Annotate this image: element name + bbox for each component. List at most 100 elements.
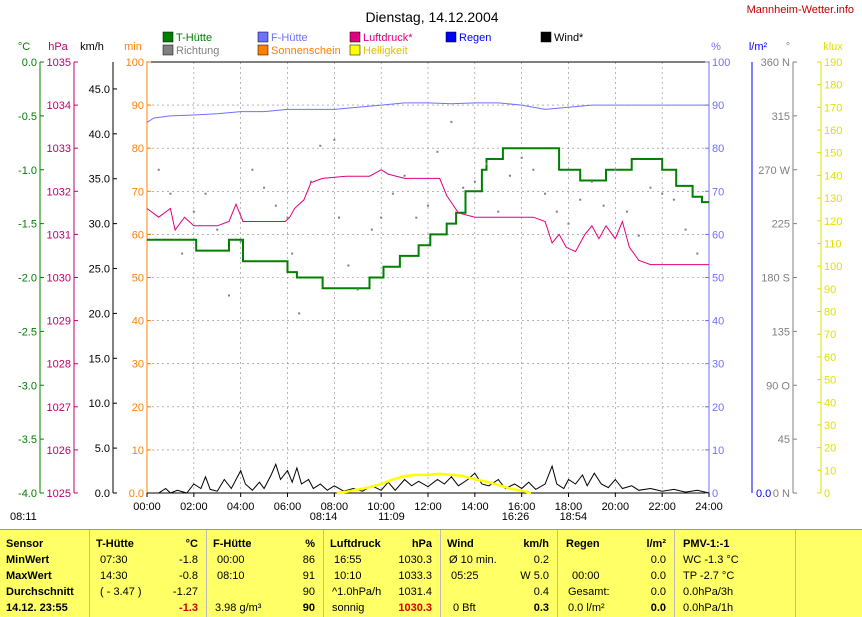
axis-label-sun-9: 10 [132,445,144,457]
summary-table: Sensor MinWert MaxWert Durchschnitt 14.1… [0,529,862,617]
legend-label-6: Sonnenschein [271,45,341,57]
point-Richtung-33 [520,156,523,159]
point-Richtung-18 [347,264,350,267]
t-avg: -1.27 [172,586,198,598]
point-Richtung-8 [251,168,254,171]
axis-unit-temp: °C [18,41,30,53]
legend-label-5: Richtung [176,45,219,57]
axis-label-dir-7: 45 [778,434,790,446]
sun-marker-3: 18:54 [559,511,588,523]
axis-label-hum-3: 70 [712,186,724,198]
legend-swatch-1 [257,31,269,43]
axis-unit-rain: l/m² [749,41,768,53]
axis-label-wind-8: 5.0 [95,443,110,455]
axis-label-lux-19: 0 [824,488,830,500]
axis-label-temp-0: 0.0 [22,57,37,69]
t-min: -1.8 [179,554,198,566]
point-Richtung-7 [239,240,242,243]
point-Richtung-10 [274,204,277,207]
f-max-time: 08:10 [217,570,245,582]
point-Richtung-4 [204,192,207,195]
axis-label-hum-10: 0 [712,488,718,500]
axis-unit-dir: ° [786,41,790,53]
point-Richtung-32 [508,174,511,177]
axis-label-hum-9: 10 [712,445,724,457]
axis-label-pressure-5: 1030 [47,273,71,285]
point-Richtung-19 [356,288,359,291]
x-label-3: 06:00 [274,501,302,513]
w-min: 0.2 [533,554,549,566]
p-min: 1030.3 [398,554,432,566]
row-labels-col: Sensor MinWert MaxWert Durchschnitt 14.1… [0,530,90,617]
point-Richtung-27 [450,120,453,123]
legend-swatch-7 [349,44,361,56]
r-unit: l/m² [646,538,666,550]
source-link[interactable]: Mannheim-Wetter.info [746,4,854,16]
f-min: 86 [302,554,315,566]
axis-headers: °C hPa km/h min% l/m² ° klux [18,41,843,53]
x-label-5: 10:00 [367,501,395,513]
sunrise-time: 08:11 [10,511,37,523]
w-max-time: 05:25 [451,570,479,582]
axis-label-pressure-2: 1033 [47,143,71,155]
row-label-sensor: Sensor [6,538,44,550]
x-label-10: 20:00 [602,501,630,513]
p-unit: hPa [411,538,432,550]
series-line-Helligkeit [336,472,532,495]
w-max: W 5.0 [520,570,549,582]
w-avg-note: Ø 10 min. [449,554,497,566]
axis-unit-pressure: hPa [48,41,68,53]
point-Richtung-0 [157,168,160,171]
col-pmv: PMV-1:-1 WC -1.3 °C TP -2.7 °C 0.0hPa/3h… [675,530,796,617]
axis-label-temp-3: -1.5 [18,219,37,231]
point-Richtung-43 [637,234,640,237]
col-luftdruck: Luftdruck hPa 16:55 1030.3 10:10 1033.3 … [324,530,441,617]
axis-label-dir-2: 270 W [758,165,790,177]
axis-label-sun-7: 30 [132,359,144,371]
point-Richtung-37 [567,222,570,225]
axis-label-wind-7: 10.0 [89,398,110,410]
f-max: 91 [302,570,315,582]
f-head: F-Hütte [213,538,252,550]
sun-marker-2: 16:26 [501,511,530,523]
point-Richtung-42 [626,210,629,213]
axis-label-temp-6: -3.0 [18,380,37,392]
series-line-Luftdruck* [146,169,709,266]
axis-label-dir-3: 225 [772,219,790,231]
r-max-time: 00:00 [572,570,600,582]
axis-label-lux-1: 180 [824,80,842,92]
axis-label-pressure-0: 1035 [47,57,71,69]
axis-label-lux-13: 60 [824,352,836,364]
p-max: 1033.3 [398,570,432,582]
axis-label-wind-5: 20.0 [89,308,110,320]
x-label-6: 12:00 [414,501,442,513]
r-total: 0.0 [650,586,666,598]
point-Richtung-45 [661,192,664,195]
axis-label-hum-7: 30 [712,359,724,371]
axis-label-rain-0: 0.0 [756,488,771,500]
point-Richtung-48 [696,252,699,255]
axis-label-hum-5: 50 [712,273,724,285]
axis-label-lux-4: 150 [824,148,842,160]
axis-unit-lux: klux [823,41,843,53]
p-forecast: sonnig [332,602,365,614]
axis-label-lux-6: 130 [824,193,842,205]
legend-swatch-5 [162,44,174,56]
axis-label-wind-2: 35.0 [89,174,110,186]
axis-label-sun-1: 90 [132,100,144,112]
w-unit: km/h [523,538,549,550]
p-min-time: 16:55 [334,554,362,566]
point-Richtung-39 [590,180,593,183]
p-now: 1030.3 [398,602,432,614]
point-Richtung-24 [415,216,418,219]
axis-label-temp-2: -1.0 [18,165,37,177]
pmv-trend-3h: 0.0hPa/3h [683,586,734,598]
axis-label-hum-0: 100 [712,57,730,69]
axis-label-sun-4: 60 [132,229,144,241]
point-Richtung-22 [391,192,394,195]
point-Richtung-6 [227,294,230,297]
x-label-1: 02:00 [180,501,208,513]
point-Richtung-47 [684,228,687,231]
legend-label-4: Wind* [554,32,584,44]
axis-label-lux-14: 50 [824,375,836,387]
